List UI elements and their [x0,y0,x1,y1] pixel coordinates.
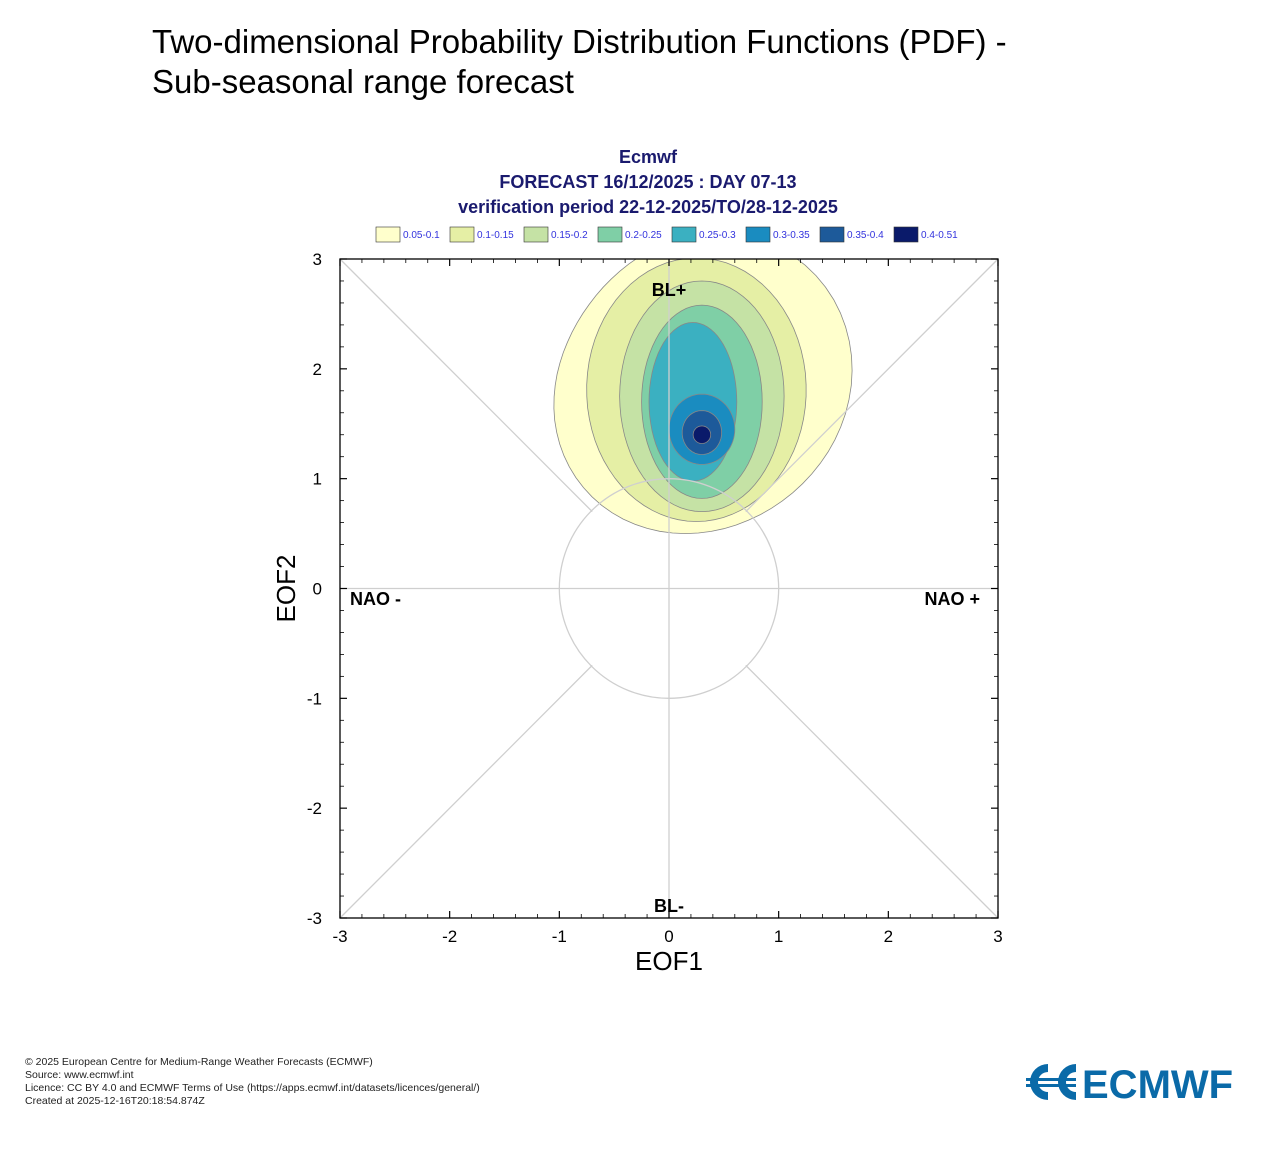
legend-label: 0.25-0.3 [699,230,736,241]
region-label-top: BL+ [652,280,687,300]
footer-created: Created at 2025-12-16T20:18:54.874Z [25,1095,205,1107]
unit-circle [558,478,780,699]
chart-header-line3: verification period 22-12-2025/TO/28-12-… [458,197,838,217]
chart-header-line1: Ecmwf [619,147,678,167]
contour-level-8 [692,425,712,444]
legend-swatch [893,226,919,243]
diagonal-line [339,258,593,513]
x-tick-label: -1 [552,927,567,946]
legend-label: 0.35-0.4 [847,230,884,241]
legend-swatch [449,226,475,243]
x-tick-label: 1 [774,927,783,946]
ecmwf-logo: ECMWF [1026,1063,1233,1106]
footer-licence: Licence: CC BY 4.0 and ECMWF Terms of Us… [25,1082,480,1094]
region-label-right: NAO + [924,589,980,609]
y-tick-label: 2 [313,360,322,379]
x-tick-label: 0 [664,927,673,946]
x-tick-label: -3 [332,927,347,946]
chart-header-line2: FORECAST 16/12/2025 : DAY 07-13 [499,172,796,192]
legend-swatch [523,226,549,243]
x-tick-label: -2 [442,927,457,946]
legend-swatch [671,226,697,243]
x-axis-label: EOF1 [635,946,703,976]
diagonal-line [745,664,999,919]
x-tick-label: 3 [993,927,1002,946]
region-label-left: NAO - [350,589,401,609]
legend-label: 0.15-0.2 [551,230,588,241]
legend-label: 0.05-0.1 [403,230,440,241]
y-axis-label: EOF2 [271,555,301,623]
y-tick-label: -2 [307,799,322,818]
y-tick-label: 1 [313,470,322,489]
footer-source: Source: www.ecmwf.int [25,1069,134,1081]
footer-copyright: © 2025 European Centre for Medium-Range … [25,1056,373,1068]
ecmwf-logo-text: ECMWF [1082,1063,1233,1106]
legend-label: 0.3-0.35 [773,230,810,241]
y-tick-label: -3 [307,909,322,928]
legend-swatch [819,226,845,243]
pdf-chart: Ecmwf FORECAST 16/12/2025 : DAY 07-13 veri… [271,147,1003,976]
x-tick-label: 2 [884,927,893,946]
legend-swatch [745,226,771,243]
region-label-bottom: BL- [654,896,684,916]
diagonal-line [745,258,999,513]
page-title-line1: Two-dimensional Probability Distribution… [152,23,1007,60]
page-title: Two-dimensional Probability Distribution… [152,22,1152,102]
y-tick-label: -1 [307,689,322,708]
legend-swatch [597,226,623,243]
legend-swatch [375,226,401,243]
page-title-line2: Sub-seasonal range forecast [152,63,574,100]
diagonal-line [339,664,593,919]
legend-label: 0.4-0.51 [921,230,958,241]
legend-label: 0.2-0.25 [625,230,662,241]
y-tick-label: 3 [313,250,322,269]
ecmwf-logo-mark [1026,1064,1076,1100]
y-tick-label: 0 [313,580,322,599]
legend-label: 0.1-0.15 [477,230,514,241]
footer: © 2025 European Centre for Medium-Range … [25,1056,480,1108]
